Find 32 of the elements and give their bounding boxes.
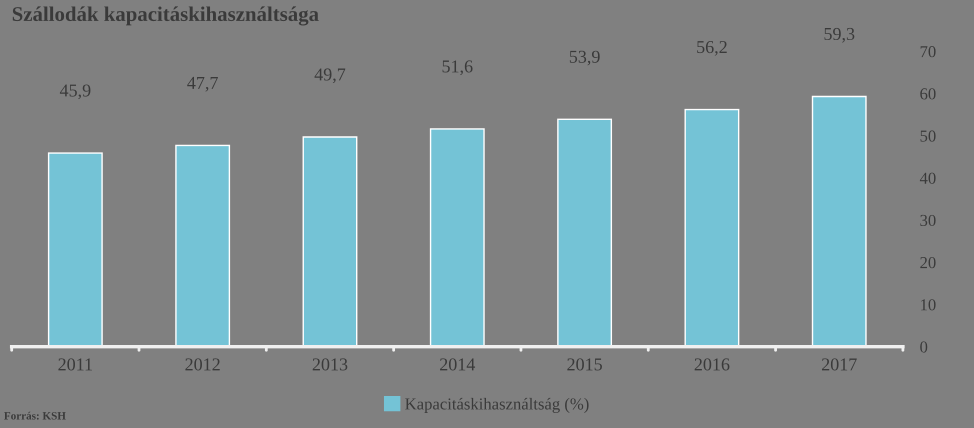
- chart-title: Szállodák kapacitáskihasználtsága: [12, 6, 319, 26]
- data-label: 47,7: [187, 76, 218, 92]
- data-label: 59,3: [824, 28, 854, 43]
- data-label: 45,9: [60, 84, 90, 100]
- x-tick-label: 2017: [822, 358, 857, 370]
- y-tick-label: 70: [920, 46, 936, 58]
- data-label: 49,7: [314, 68, 346, 84]
- x-tick-label: 2014: [440, 358, 476, 370]
- bar: [302, 136, 358, 347]
- data-label: 56,2: [697, 41, 727, 56]
- x-tick-label: 2016: [694, 358, 730, 370]
- bar: [175, 144, 230, 347]
- x-tick-label: 2013: [312, 358, 348, 370]
- bar: [684, 108, 740, 347]
- bar: [430, 128, 485, 347]
- x-tick-label: 2012: [185, 358, 220, 370]
- y-tick-label: 40: [920, 172, 936, 184]
- y-tick-label: 0: [920, 341, 928, 353]
- x-tick-label: 2015: [567, 358, 602, 370]
- data-label: 51,6: [442, 60, 473, 76]
- bar: [557, 118, 612, 347]
- bar: [48, 152, 103, 347]
- x-tick-label: 2011: [58, 358, 92, 370]
- bar: [812, 96, 867, 347]
- y-tick-label: 50: [920, 130, 936, 142]
- data-label: 53,9: [570, 50, 600, 66]
- text: Forrás: KSH: [4, 412, 66, 420]
- y-tick-label: 60: [920, 88, 936, 100]
- y-tick-label: 20: [920, 257, 936, 268]
- y-tick-label: 30: [920, 214, 936, 226]
- y-tick-label: 10: [921, 299, 936, 310]
- legend-label: Kapacitáskihasználtság (%): [405, 398, 589, 413]
